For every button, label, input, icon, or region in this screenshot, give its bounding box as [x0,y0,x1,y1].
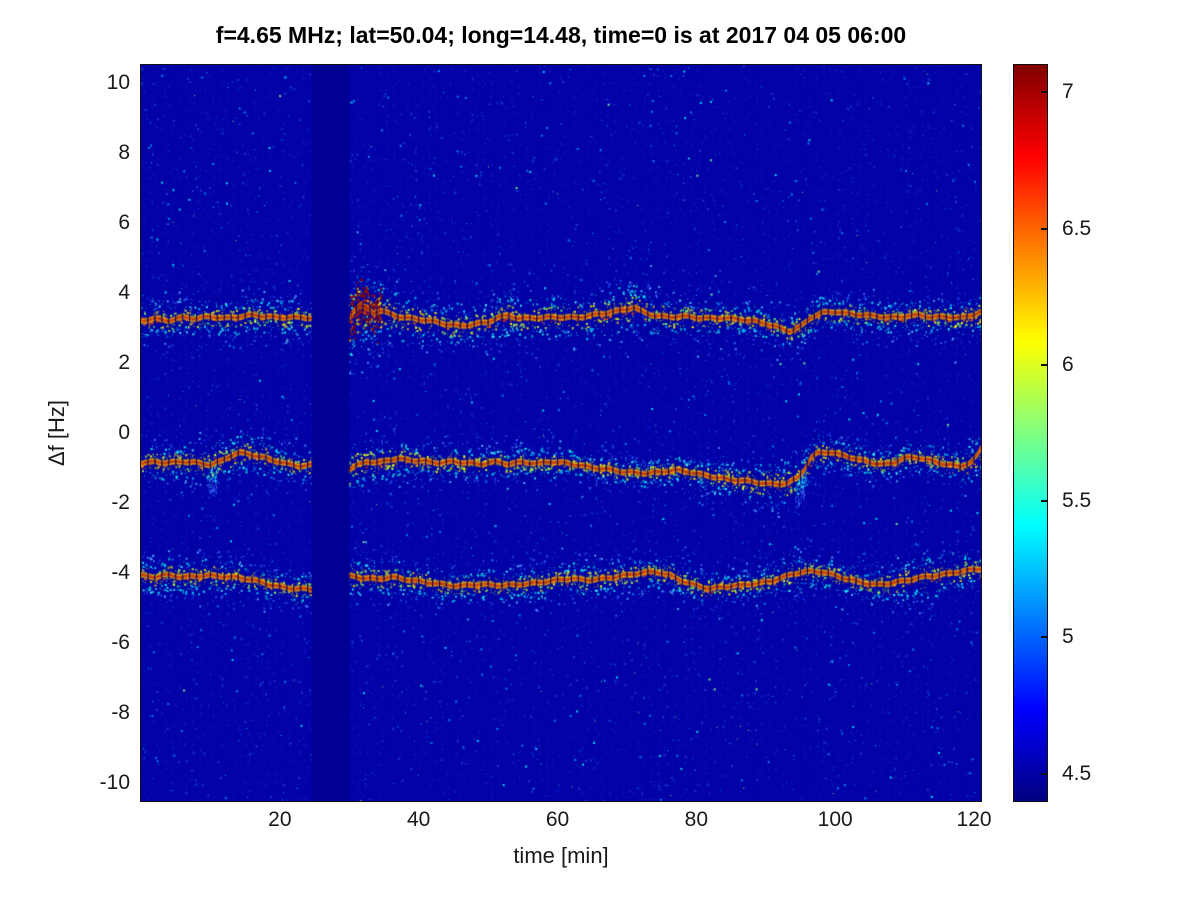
y-tick-label: 0 [118,421,130,444]
x-tick-label: 60 [545,808,570,831]
y-tick-label: 6 [118,210,130,234]
colorbar-tick-label: 4.5 [1062,761,1092,785]
colorbar-tick-label: 5.5 [1062,489,1092,513]
y-tick-label: -6 [111,631,130,655]
colorbar-tick-label: 5 [1062,625,1074,649]
y-tick-label: 4 [118,280,130,304]
x-axis-label: time [min] [513,843,609,868]
spectrogram-canvas [141,65,981,801]
x-tick-label: 40 [406,808,431,831]
colorbar-tickmark [1041,500,1047,503]
colorbar-tick-label: 7 [1062,80,1074,104]
x-tick-label: 100 [817,808,853,831]
y-tick-label: -2 [111,491,130,515]
plot-area [140,64,982,802]
x-tick-label: 20 [268,808,292,831]
colorbar-tickmark [1041,636,1047,639]
y-tick-label: 10 [106,70,130,94]
colorbar-tickmark [1041,91,1047,94]
colorbar-tick-label: 6.5 [1062,216,1092,240]
y-tick-label: 2 [118,350,130,374]
y-tick-label: 8 [118,140,130,164]
colorbar-tickmark [1041,227,1047,230]
colorbar-gradient [1014,65,1047,801]
x-tick-label: 80 [684,808,709,831]
colorbar-tickmark [1041,363,1047,366]
plot-title: f=4.65 MHz; lat=50.04; long=14.48, time=… [215,22,907,48]
y-tick-label: -10 [99,771,130,795]
colorbar [1013,64,1048,802]
colorbar-tickmark [1041,772,1047,775]
y-axis-label: Δf [Hz] [44,399,69,467]
y-tick-label: -4 [111,561,130,585]
y-tick-label: -8 [111,701,130,725]
colorbar-tick-label: 6 [1062,352,1074,376]
x-tick-label: 120 [956,808,992,831]
